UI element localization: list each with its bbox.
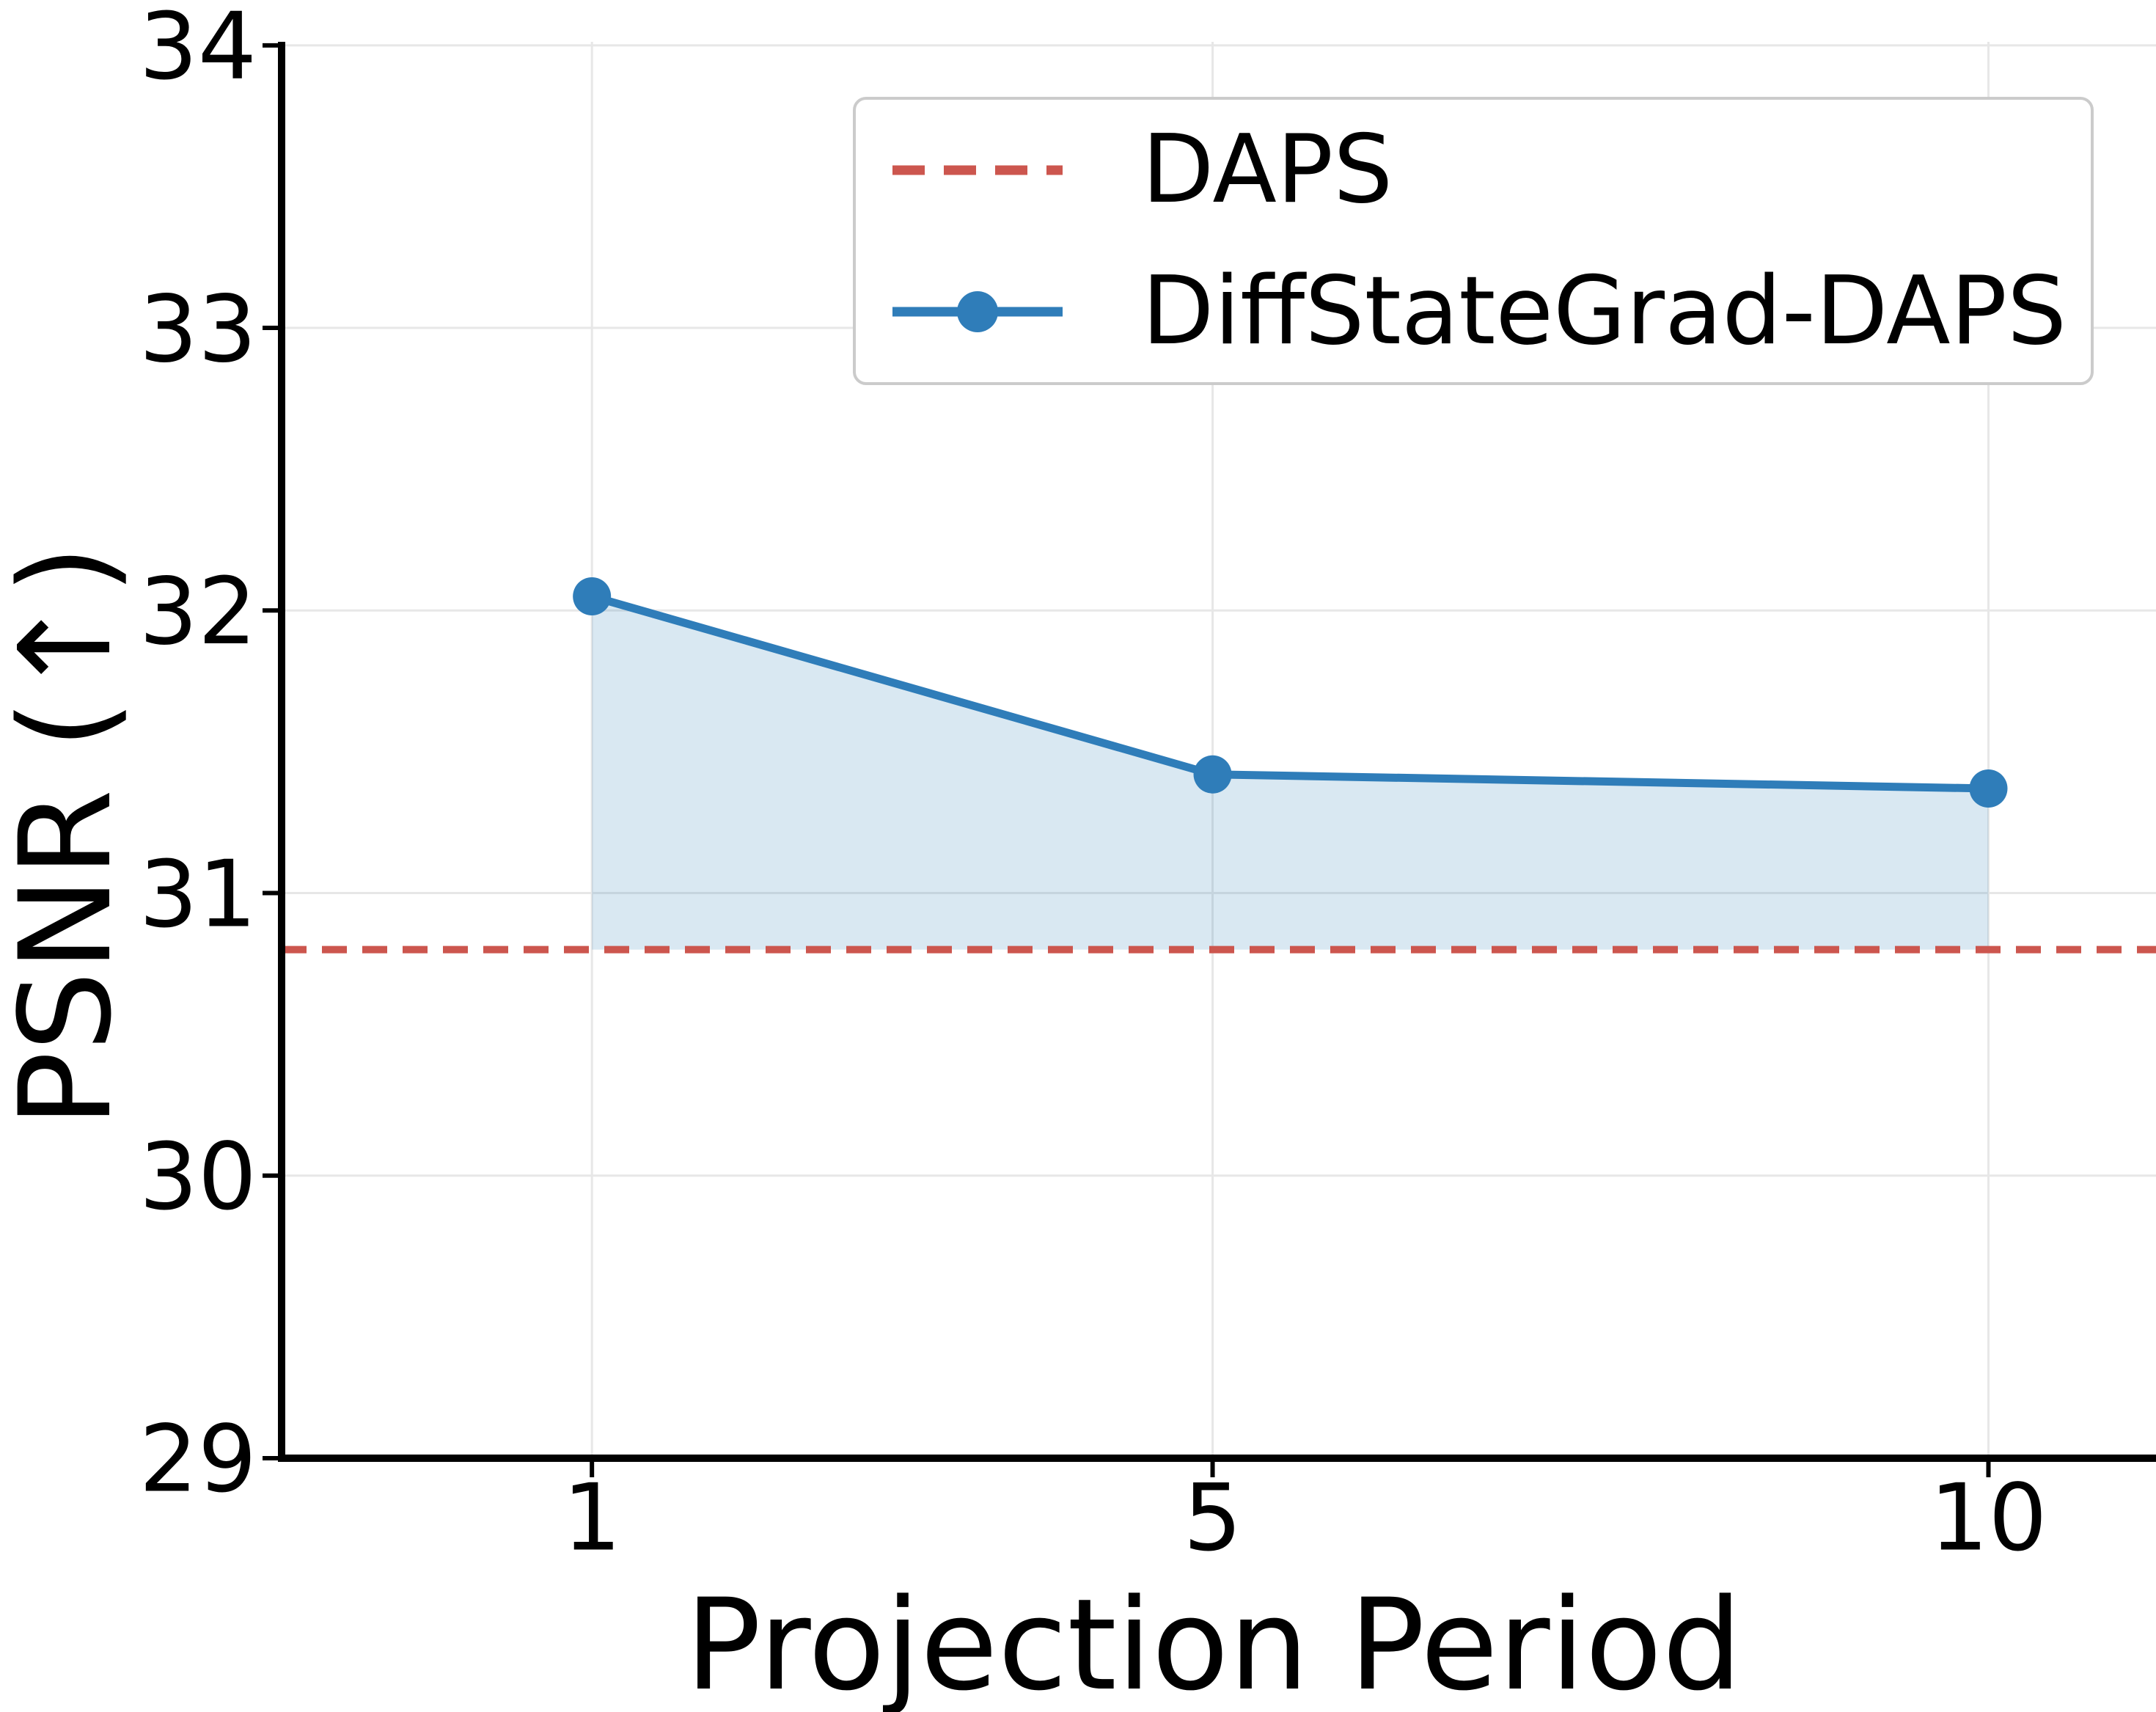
x-tick-label: 5 — [1183, 1463, 1242, 1571]
y-tick-label: 34 — [139, 0, 257, 100]
diffstategrad-line-marker-icon — [892, 290, 1063, 332]
y-tick-label: 33 — [139, 275, 257, 383]
x-tick-label: 1 — [562, 1463, 621, 1571]
data-point-marker — [1193, 755, 1232, 794]
y-tick-label: 31 — [139, 840, 257, 948]
x-axis-label: Projection Period — [685, 1571, 1742, 1712]
y-axis-label: PSNR (↑) — [0, 544, 139, 1128]
y-tick-label: 32 — [139, 557, 257, 665]
y-tick-label: 30 — [139, 1122, 257, 1230]
daps-dashed-line-icon — [892, 165, 1063, 175]
y-tick-label: 29 — [139, 1405, 257, 1513]
legend-item-diffstategrad: DiffStateGrad-DAPS — [890, 260, 2091, 363]
x-tick-label: 10 — [1929, 1463, 2047, 1571]
legend: DAPS DiffStateGrad-DAPS — [853, 97, 2094, 385]
shaded-improvement-region — [592, 596, 1989, 950]
legend-label-daps: DAPS — [1142, 115, 1393, 225]
legend-label-diffstategrad: DiffStateGrad-DAPS — [1142, 256, 2067, 366]
data-point-marker — [1969, 769, 2008, 808]
data-point-marker — [573, 577, 612, 616]
legend-item-daps: DAPS — [890, 119, 2091, 222]
